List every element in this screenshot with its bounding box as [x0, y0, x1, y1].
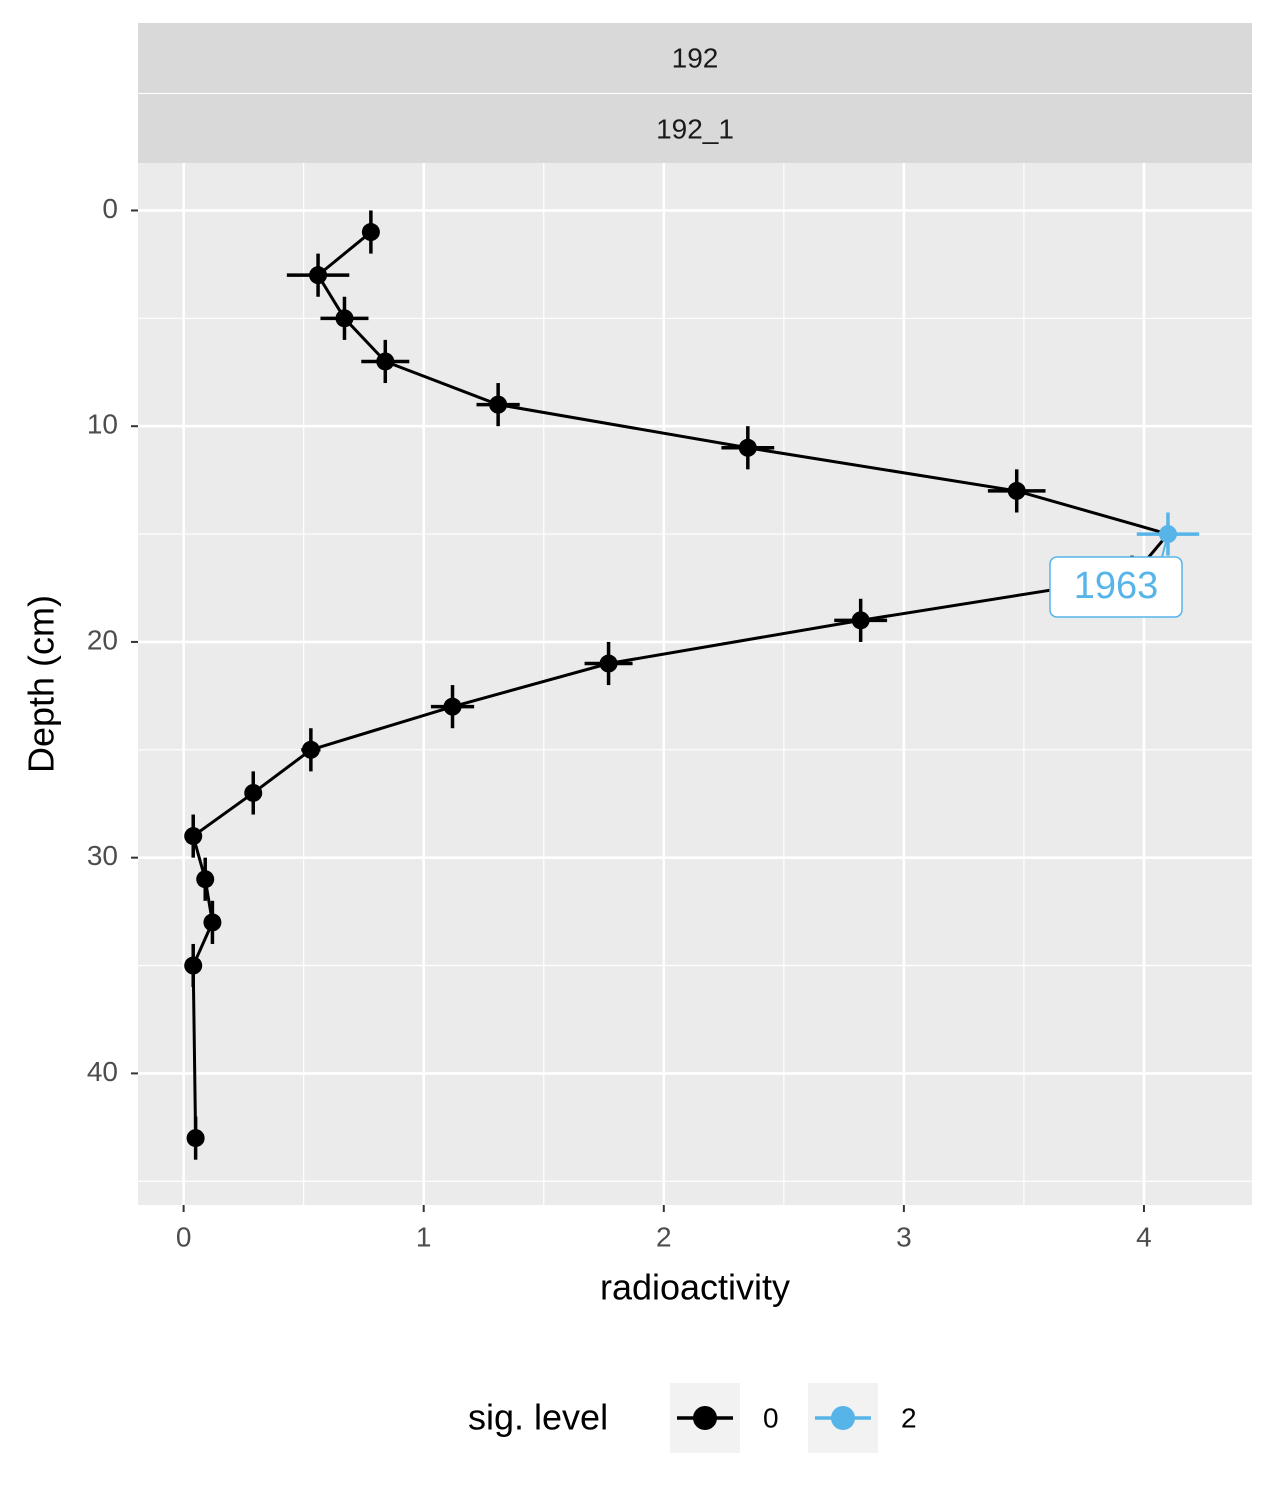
legend-marker	[693, 1406, 717, 1430]
strip-label: 192	[672, 42, 719, 73]
annotation-box	[1049, 556, 1183, 618]
x-axis-title: radioactivity	[600, 1267, 790, 1308]
x-tick-label: 3	[896, 1221, 912, 1252]
y-axis-title: Depth (cm)	[21, 595, 62, 773]
x-tick-label: 2	[656, 1221, 672, 1252]
point	[361, 223, 380, 242]
panel	[138, 163, 1252, 1205]
point	[443, 697, 462, 716]
point	[184, 956, 203, 975]
strip	[138, 94, 1252, 163]
y-tick-label: 30	[87, 840, 118, 871]
point	[309, 266, 328, 285]
point	[335, 309, 354, 328]
point	[301, 740, 320, 759]
strip	[138, 23, 1252, 93]
annotation-connector	[1161, 533, 1169, 558]
strip-label: 192_1	[656, 113, 734, 144]
point	[1007, 481, 1026, 500]
legend-title: sig. level	[468, 1397, 608, 1438]
point	[738, 438, 757, 457]
x-tick-label: 1	[416, 1221, 432, 1252]
point	[376, 352, 395, 371]
annotation: 1963	[1074, 565, 1159, 607]
legend-marker	[831, 1406, 855, 1430]
point	[203, 913, 222, 932]
point	[599, 654, 618, 673]
legend-label: 0	[763, 1402, 779, 1433]
y-tick-label: 10	[87, 409, 118, 440]
y-tick-label: 0	[102, 193, 118, 224]
point	[196, 870, 215, 889]
legend-label: 2	[901, 1402, 917, 1433]
point	[184, 827, 203, 846]
point	[489, 395, 508, 414]
x-tick-label: 0	[176, 1221, 192, 1252]
y-tick-label: 40	[87, 1056, 118, 1087]
point	[851, 611, 870, 630]
point	[186, 1129, 205, 1148]
x-tick-label: 4	[1136, 1221, 1152, 1252]
y-tick-label: 20	[87, 624, 118, 655]
point	[244, 783, 263, 802]
